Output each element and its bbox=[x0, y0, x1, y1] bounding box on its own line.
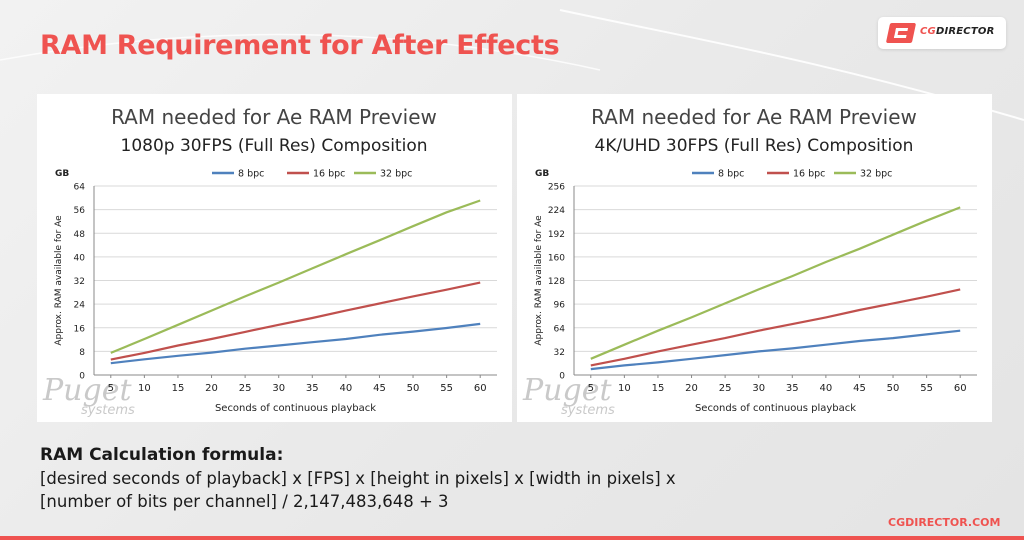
footer-site-link[interactable]: CGDIRECTOR.COM bbox=[888, 516, 1001, 529]
y-tick-label: 48 bbox=[74, 230, 86, 240]
y-tick-label: 256 bbox=[548, 183, 565, 193]
bottom-accent-bar bbox=[0, 536, 1024, 540]
y-tick-label: 8 bbox=[79, 348, 85, 358]
chart-panel-4k: Puget systems RAM needed for Ae RAM Previe… bbox=[517, 94, 992, 422]
x-tick-label: 25 bbox=[239, 383, 252, 394]
x-tick-label: 35 bbox=[786, 383, 799, 394]
formula-line-1: [desired seconds of playback] x [FPS] x … bbox=[40, 469, 676, 488]
x-tick-label: 10 bbox=[618, 383, 631, 394]
y-tick-label: 64 bbox=[74, 183, 86, 193]
x-tick-label: 10 bbox=[138, 383, 151, 394]
series-line-8-bpc bbox=[590, 329, 961, 371]
series-line-8-bpc bbox=[110, 322, 481, 365]
y-axis-title: Approx. RAM available for Ae bbox=[54, 215, 64, 346]
page-title: RAM Requirement for After Effects bbox=[40, 30, 560, 61]
x-axis-title: Seconds of continuous playback bbox=[215, 403, 376, 414]
x-tick-label: 40 bbox=[340, 383, 353, 394]
y-tick-label: 24 bbox=[74, 301, 86, 311]
x-tick-label: 5 bbox=[588, 383, 594, 394]
x-tick-label: 30 bbox=[272, 383, 285, 394]
legend-label: 8 bpc bbox=[238, 169, 264, 180]
x-tick-label: 55 bbox=[920, 383, 933, 394]
puget-watermark-sub: systems bbox=[561, 403, 615, 418]
y-axis-title: Approx. RAM available for Ae bbox=[534, 215, 544, 346]
legend-label: 32 bpc bbox=[380, 169, 412, 180]
x-tick-label: 45 bbox=[373, 383, 386, 394]
y-tick-label: 40 bbox=[74, 253, 86, 263]
series-line-16-bpc bbox=[110, 281, 481, 361]
y-tick-label: 0 bbox=[79, 372, 85, 382]
x-tick-label: 60 bbox=[954, 383, 967, 394]
y-unit-label: GB bbox=[55, 169, 69, 179]
y-tick-label: 224 bbox=[548, 206, 565, 216]
x-tick-label: 20 bbox=[205, 383, 218, 394]
x-tick-label: 20 bbox=[685, 383, 698, 394]
y-tick-label: 16 bbox=[74, 324, 86, 334]
x-axis-title: Seconds of continuous playback bbox=[695, 403, 856, 414]
series-line-32-bpc bbox=[110, 199, 481, 354]
chart-panel-1080p: Puget systems RAM needed for Ae RAM Previe… bbox=[37, 94, 512, 422]
legend-label: 16 bpc bbox=[313, 169, 345, 180]
series-line-32-bpc bbox=[590, 206, 961, 360]
cgdirector-logo-mark bbox=[885, 23, 917, 43]
x-tick-label: 40 bbox=[820, 383, 833, 394]
formula-line-2: [number of bits per channel] / 2,147,483… bbox=[40, 492, 449, 511]
chart-subtitle: 4K/UHD 30FPS (Full Res) Composition bbox=[595, 136, 914, 156]
y-tick-label: 56 bbox=[74, 206, 86, 216]
x-tick-label: 45 bbox=[853, 383, 866, 394]
y-tick-label: 96 bbox=[554, 301, 566, 311]
y-tick-label: 160 bbox=[548, 253, 565, 263]
y-tick-label: 64 bbox=[554, 324, 566, 334]
x-tick-label: 25 bbox=[719, 383, 732, 394]
legend-label: 8 bpc bbox=[718, 169, 744, 180]
puget-watermark: Puget bbox=[42, 373, 132, 408]
x-tick-label: 50 bbox=[407, 383, 420, 394]
formula-block: RAM Calculation formula: [desired second… bbox=[40, 445, 676, 513]
legend-label: 32 bpc bbox=[860, 169, 892, 180]
x-tick-label: 60 bbox=[474, 383, 487, 394]
x-tick-label: 35 bbox=[306, 383, 319, 394]
y-tick-label: 128 bbox=[548, 277, 565, 287]
chart-title: RAM needed for Ae RAM Preview bbox=[591, 105, 917, 129]
y-tick-label: 0 bbox=[559, 372, 565, 382]
cgdirector-logo-text: CGDIRECTOR bbox=[920, 26, 995, 37]
cgdirector-logo: CGDIRECTOR bbox=[878, 17, 1006, 49]
chart-subtitle: 1080p 30FPS (Full Res) Composition bbox=[121, 136, 428, 156]
series-line-16-bpc bbox=[590, 288, 961, 367]
y-unit-label: GB bbox=[535, 169, 549, 179]
puget-watermark: Puget bbox=[522, 373, 612, 408]
y-tick-label: 192 bbox=[548, 230, 565, 240]
legend-label: 16 bpc bbox=[793, 169, 825, 180]
formula-title: RAM Calculation formula: bbox=[40, 445, 284, 465]
x-tick-label: 50 bbox=[887, 383, 900, 394]
x-tick-label: 15 bbox=[652, 383, 665, 394]
y-tick-label: 32 bbox=[554, 348, 565, 358]
x-tick-label: 5 bbox=[108, 383, 114, 394]
x-tick-label: 30 bbox=[752, 383, 765, 394]
puget-watermark-sub: systems bbox=[81, 403, 135, 418]
chart-title: RAM needed for Ae RAM Preview bbox=[111, 105, 437, 129]
y-tick-label: 32 bbox=[74, 277, 85, 287]
x-tick-label: 55 bbox=[440, 383, 453, 394]
x-tick-label: 15 bbox=[172, 383, 185, 394]
